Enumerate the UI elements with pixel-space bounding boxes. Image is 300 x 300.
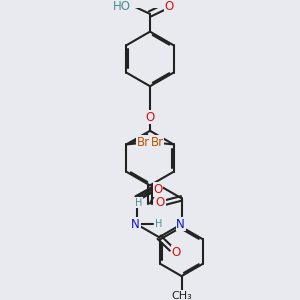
- Text: H: H: [135, 198, 142, 208]
- Text: O: O: [171, 246, 181, 259]
- Text: N: N: [131, 218, 140, 231]
- Text: CH₃: CH₃: [171, 291, 192, 300]
- Text: H: H: [155, 219, 163, 229]
- Text: HO: HO: [112, 0, 130, 13]
- Text: N: N: [176, 218, 185, 231]
- Text: Br: Br: [151, 136, 164, 149]
- Text: O: O: [153, 183, 163, 196]
- Text: O: O: [155, 196, 165, 209]
- Text: O: O: [164, 0, 174, 13]
- Text: O: O: [146, 111, 154, 124]
- Text: Br: Br: [136, 136, 149, 149]
